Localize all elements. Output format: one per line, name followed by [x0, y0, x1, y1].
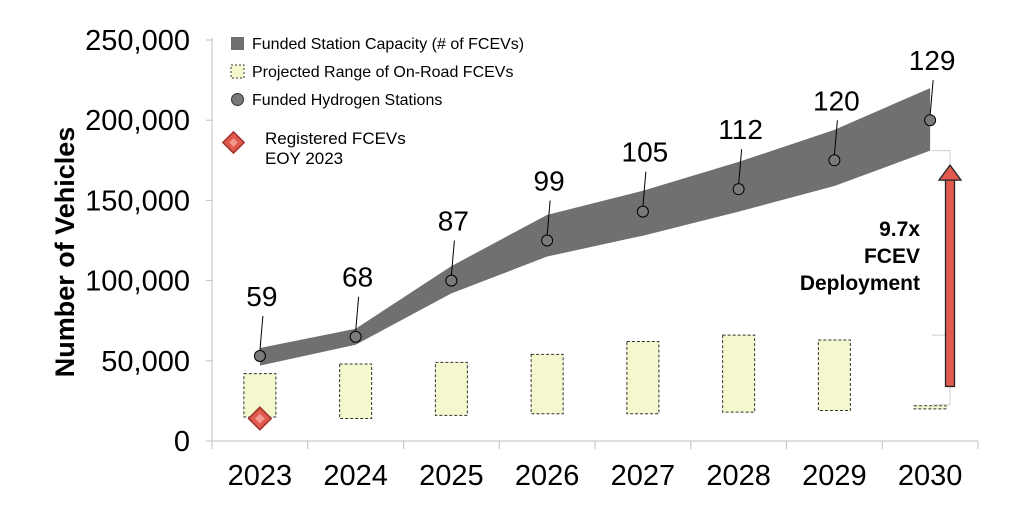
range-box-layer: [243, 334, 947, 420]
x-tick-label: 2025: [419, 460, 484, 492]
x-tick-label: 2030: [898, 460, 963, 492]
station-leader-line: [929, 80, 934, 116]
station-count-label: 112: [718, 114, 763, 145]
legend-swatch-stations: [231, 93, 244, 106]
station-count-label: 59: [246, 281, 277, 312]
legend-label-capacity: Funded Station Capacity (# of FCEVs): [252, 36, 524, 53]
station-leader-line: [450, 240, 455, 276]
legend-label-registered: Registered FCEVs: [265, 129, 406, 148]
capacity-band-layer: [259, 88, 931, 366]
legend: Funded Station Capacity (# of FCEVs) Proj…: [221, 36, 524, 168]
range-box: [530, 353, 564, 415]
station-leader-line: [259, 315, 264, 352]
station-count-label: 68: [342, 262, 373, 293]
registered-fcev-diamond-highlight: [254, 413, 265, 424]
station-count-label: 120: [813, 85, 860, 116]
deployment-annotation-text: 9.7x: [879, 218, 920, 241]
x-tick-label: 2028: [706, 460, 771, 492]
station-leader-line: [738, 149, 743, 185]
station-leader-line: [546, 200, 551, 236]
range-box: [817, 339, 851, 412]
station-leader-line: [833, 120, 838, 156]
station-points-layer: 59 68 87 99 105 112 120 129: [246, 45, 956, 362]
station-leader-line: [642, 171, 647, 207]
y-tick-label: 200,000: [85, 105, 190, 137]
x-tick-label: 2026: [515, 460, 580, 492]
station-point: [924, 114, 937, 127]
y-tick-label: 50,000: [101, 346, 190, 378]
range-box: [913, 405, 947, 410]
station-count-label: 129: [909, 45, 956, 76]
station-point: [828, 154, 841, 167]
station-count-label: 87: [438, 206, 469, 237]
station-point: [636, 205, 649, 218]
legend-label-stations: Funded Hydrogen Stations: [252, 92, 442, 109]
y-tick-label: 0: [174, 426, 190, 458]
registered-fcev-marker-layer: [247, 406, 273, 431]
y-axis-label: Number of Vehicles: [50, 127, 80, 378]
range-box: [434, 361, 468, 416]
x-tick-label: 2024: [323, 460, 388, 492]
y-tick-label: 150,000: [85, 185, 190, 217]
station-point: [253, 349, 266, 362]
legend-swatch-registered-highlight: [229, 138, 238, 147]
station-point: [541, 234, 554, 247]
y-tick-label: 250,000: [85, 25, 190, 57]
station-point: [445, 274, 458, 287]
y-tick-label: 100,000: [85, 266, 190, 298]
range-box: [339, 363, 373, 420]
deployment-annotation-text: Deployment: [800, 272, 920, 295]
x-tick-label: 2027: [611, 460, 676, 492]
station-count-label: 99: [534, 166, 565, 197]
legend-label-range: Projected Range of On-Road FCEVs: [252, 64, 513, 81]
station-leader-line: [355, 296, 360, 332]
legend-swatch-capacity: [231, 37, 244, 50]
legend-swatch-range: [230, 64, 245, 79]
range-box: [722, 334, 756, 413]
capacity-band: [259, 88, 931, 366]
deployment-arrow-head: [937, 164, 963, 181]
deployment-arrow-shaft: [944, 178, 956, 388]
deployment-annotation-layer: 9.7x FCEV Deployment: [800, 150, 963, 406]
axes: 0 50,000 100,000 150,000 200,000 250,000 2023 2…: [85, 25, 979, 492]
station-point: [732, 183, 745, 196]
x-tick-label: 2023: [228, 460, 293, 492]
legend-label-registered: EOY 2023: [265, 149, 343, 168]
station-point: [349, 330, 362, 343]
station-count-label: 105: [622, 137, 669, 168]
deployment-annotation-text: FCEV: [864, 245, 920, 268]
x-tick-label: 2029: [802, 460, 867, 492]
range-box: [626, 341, 660, 415]
